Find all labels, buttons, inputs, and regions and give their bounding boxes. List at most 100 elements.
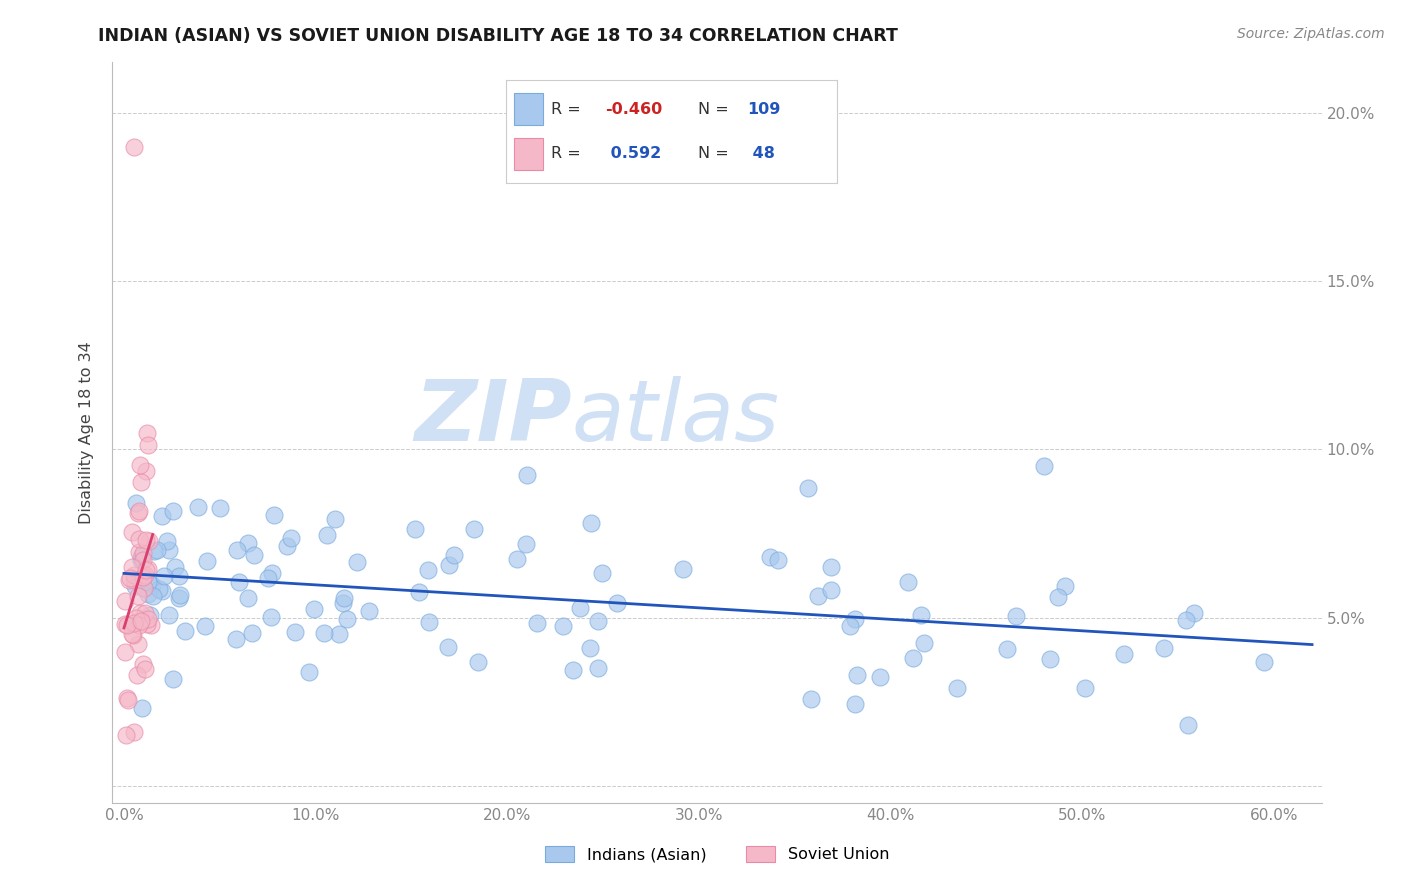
Point: [910, 607, 932, 622]
Point: [127, 589, 149, 603]
Point: [165, 560, 187, 574]
Point: [122, 628, 145, 642]
Point: [515, 537, 537, 551]
Point: [418, 615, 440, 629]
Point: [408, 584, 430, 599]
Point: [117, 693, 139, 707]
Point: [467, 655, 489, 669]
Point: [463, 522, 485, 536]
FancyBboxPatch shape: [515, 93, 543, 125]
Point: [152, 568, 174, 582]
Point: [1177, 718, 1199, 732]
Point: [162, 504, 184, 518]
Point: [121, 626, 143, 640]
Point: [588, 660, 610, 674]
Point: [758, 549, 780, 564]
Point: [157, 543, 180, 558]
Text: Source: ZipAtlas.com: Source: ZipAtlas.com: [1237, 27, 1385, 41]
Point: [131, 553, 153, 567]
Point: [132, 570, 155, 584]
Point: [131, 549, 153, 563]
Point: [238, 591, 260, 606]
Point: [606, 596, 628, 610]
Point: [328, 627, 350, 641]
Point: [131, 475, 153, 490]
Point: [136, 617, 159, 632]
Point: [591, 566, 613, 580]
Point: [845, 668, 868, 682]
Point: [897, 574, 920, 589]
Point: [122, 139, 145, 153]
Text: INDIAN (ASIAN) VS SOVIET UNION DISABILITY AGE 18 TO 34 CORRELATION CHART: INDIAN (ASIAN) VS SOVIET UNION DISABILIT…: [98, 27, 898, 45]
Point: [139, 617, 162, 632]
Point: [117, 618, 139, 632]
Point: [312, 626, 335, 640]
Point: [240, 625, 263, 640]
Point: [121, 560, 143, 574]
Point: [946, 681, 969, 695]
Point: [242, 548, 264, 562]
Point: [115, 728, 138, 742]
Point: [844, 612, 866, 626]
Point: [114, 616, 136, 631]
Point: [284, 625, 307, 640]
Point: [437, 640, 460, 654]
Point: [134, 568, 156, 582]
Point: [122, 725, 145, 739]
Point: [128, 545, 150, 559]
Point: [839, 618, 862, 632]
Text: 109: 109: [748, 102, 780, 117]
Point: [263, 508, 285, 522]
Point: [1074, 681, 1097, 696]
Point: [672, 562, 695, 576]
Point: [516, 468, 538, 483]
Point: [148, 582, 170, 597]
Point: [195, 554, 218, 568]
Point: [129, 553, 152, 567]
Point: [135, 425, 157, 440]
Point: [257, 571, 280, 585]
Point: [581, 516, 603, 530]
Point: [316, 528, 339, 542]
Legend: Indians (Asian), Soviet Union: Indians (Asian), Soviet Union: [538, 840, 896, 869]
Point: [1005, 609, 1028, 624]
Point: [336, 612, 359, 626]
Point: [129, 614, 152, 628]
Point: [115, 691, 138, 706]
Point: [586, 614, 609, 628]
Point: [1112, 647, 1135, 661]
Point: [443, 549, 465, 563]
Point: [124, 574, 146, 588]
Point: [129, 550, 152, 565]
Text: 48: 48: [748, 146, 775, 161]
Point: [323, 511, 346, 525]
Point: [332, 596, 354, 610]
Point: [132, 581, 155, 595]
Point: [143, 544, 166, 558]
Text: N =: N =: [697, 146, 728, 161]
Point: [129, 606, 152, 620]
Point: [551, 619, 574, 633]
Point: [128, 503, 150, 517]
Point: [157, 607, 180, 622]
Point: [131, 546, 153, 560]
Point: [132, 582, 155, 596]
Point: [122, 567, 145, 582]
Point: [128, 532, 150, 546]
Point: [117, 573, 139, 587]
Point: [127, 637, 149, 651]
Point: [260, 610, 283, 624]
Point: [136, 587, 159, 601]
Point: [404, 522, 426, 536]
Point: [136, 575, 159, 590]
Point: [1153, 641, 1175, 656]
Point: [820, 560, 842, 574]
Point: [121, 525, 143, 540]
Text: 0.592: 0.592: [605, 146, 662, 161]
Point: [136, 562, 159, 576]
Point: [526, 616, 548, 631]
Point: [114, 594, 136, 608]
Text: -0.460: -0.460: [605, 102, 662, 117]
Point: [167, 569, 190, 583]
Point: [135, 563, 157, 577]
